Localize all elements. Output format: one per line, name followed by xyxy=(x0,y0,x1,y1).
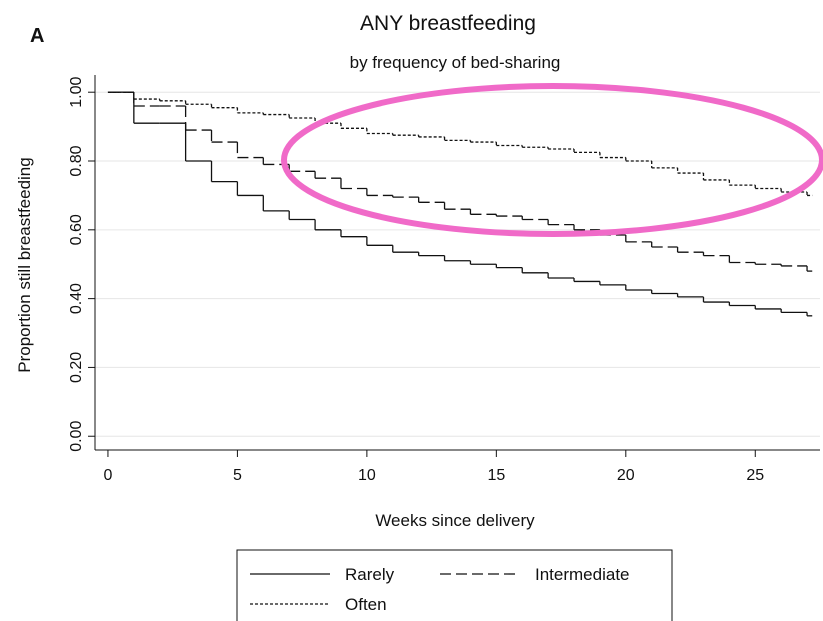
y-axis-title: Proportion still breastfeeding xyxy=(15,157,34,372)
y-tick-label: 0.60 xyxy=(68,214,85,245)
chart-title: ANY breastfeeding xyxy=(360,12,536,35)
x-tick-label: 25 xyxy=(746,467,764,484)
legend-label: Often xyxy=(345,595,387,614)
y-tick-label: 0.20 xyxy=(68,352,85,383)
x-tick-label: 15 xyxy=(487,467,505,484)
panel-label: A xyxy=(30,25,44,47)
x-tick-label: 5 xyxy=(233,467,242,484)
y-tick-label: 0.80 xyxy=(68,145,85,176)
legend-label: Rarely xyxy=(345,565,395,584)
y-tick-label: 0.00 xyxy=(68,421,85,452)
x-tick-label: 0 xyxy=(103,467,112,484)
x-tick-label: 20 xyxy=(617,467,635,484)
legend-label: Intermediate xyxy=(535,565,630,584)
y-tick-label: 0.40 xyxy=(68,283,85,314)
chart-subtitle: by frequency of bed-sharing xyxy=(350,53,561,72)
y-tick-label: 1.00 xyxy=(68,77,85,108)
highlight-ellipse xyxy=(281,83,823,237)
x-tick-label: 10 xyxy=(358,467,376,484)
x-axis-title: Weeks since delivery xyxy=(375,511,535,530)
legend-box xyxy=(236,549,673,621)
